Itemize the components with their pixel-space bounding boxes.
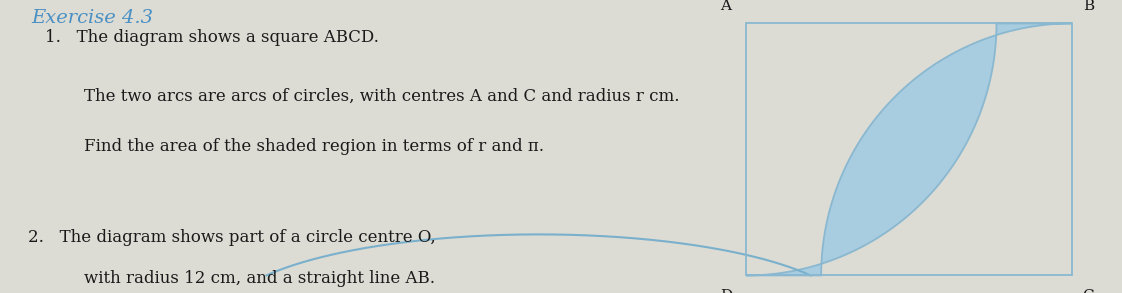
Text: A: A bbox=[720, 0, 732, 13]
Text: C: C bbox=[1083, 289, 1094, 293]
Text: B: B bbox=[1083, 0, 1094, 13]
Text: with radius 12 cm, and a straight line AB.: with radius 12 cm, and a straight line A… bbox=[84, 270, 435, 287]
Text: 1.   The diagram shows a square ABCD.: 1. The diagram shows a square ABCD. bbox=[45, 29, 379, 46]
Text: D: D bbox=[720, 289, 732, 293]
Polygon shape bbox=[746, 23, 1072, 275]
Text: Find the area of the shaded region in terms of r and π.: Find the area of the shaded region in te… bbox=[84, 138, 544, 155]
Text: The two arcs are arcs of circles, with centres A and C and radius r cm.: The two arcs are arcs of circles, with c… bbox=[84, 88, 680, 105]
Text: Exercise 4.3: Exercise 4.3 bbox=[31, 9, 154, 27]
Text: 2.   The diagram shows part of a circle centre O,: 2. The diagram shows part of a circle ce… bbox=[28, 229, 435, 246]
